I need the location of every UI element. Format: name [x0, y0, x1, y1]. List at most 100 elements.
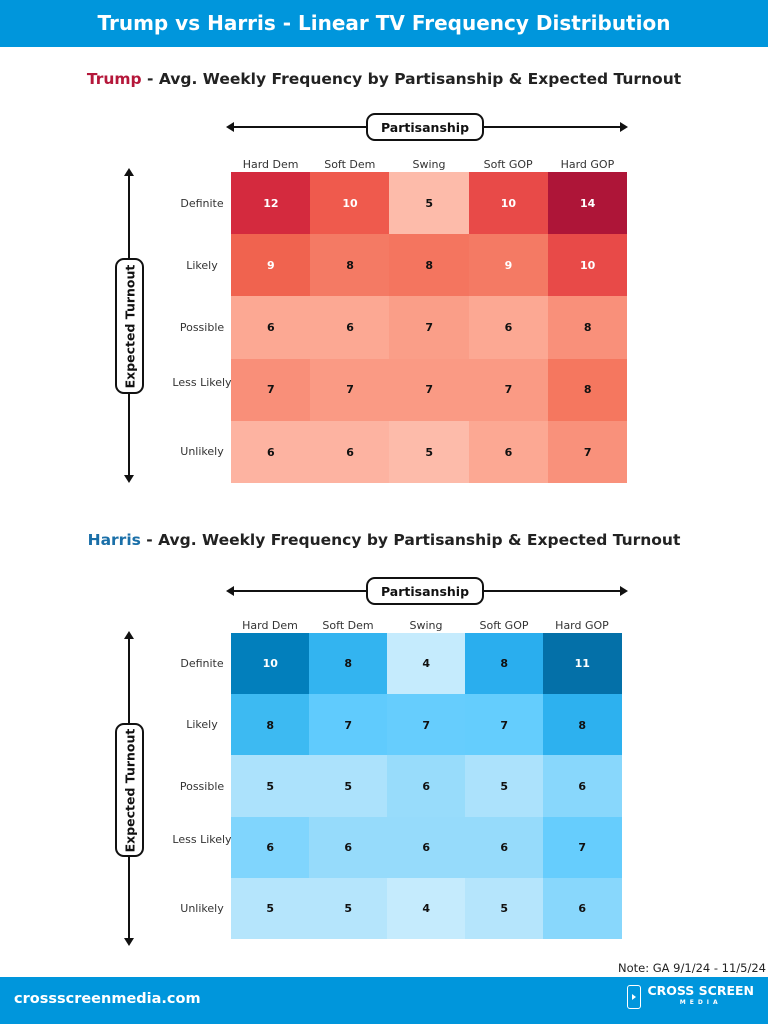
x-axis-label-text: Partisanship — [380, 119, 470, 135]
column-label: Hard GOP — [560, 158, 615, 171]
arrow-left-icon — [226, 122, 234, 132]
heatmap-cell: 11 — [543, 633, 622, 695]
heatmap-cell: 6 — [231, 420, 311, 484]
chart-title-rest: - Avg. Weekly Frequency by Partisanship … — [141, 70, 682, 88]
heatmap-cell: 8 — [543, 694, 622, 756]
heatmap-cell: 4 — [387, 877, 466, 940]
arrow-left-icon — [226, 586, 234, 596]
page-header: Trump vs Harris - Linear TV Frequency Di… — [0, 0, 768, 47]
x-axis-label-text: Partisanship — [380, 583, 470, 599]
x-axis-label: Partisanship — [366, 577, 484, 605]
heatmap-cell: 7 — [389, 358, 470, 422]
heatmap-cell: 5 — [465, 755, 544, 818]
row-label: Definite — [180, 196, 224, 210]
heatmap-cell: 6 — [543, 755, 622, 818]
heatmap-cell: 7 — [309, 694, 388, 756]
heatmap-cell: 8 — [547, 358, 628, 422]
heatmap-cell: 8 — [547, 296, 628, 360]
heatmap-cell: 5 — [231, 755, 310, 818]
arrow-right-icon — [620, 586, 628, 596]
site-link[interactable]: crossscreenmedia.com — [14, 991, 201, 1007]
heatmap-cell: 6 — [543, 877, 622, 940]
heatmap-cell: 5 — [389, 420, 470, 484]
date-note: Note: GA 9/1/24 - 11/5/24 — [618, 961, 766, 975]
heatmap-cell: 6 — [310, 296, 390, 360]
heatmap-cell: 7 — [387, 694, 466, 756]
row-label: Likely — [186, 718, 218, 732]
heatmap-cell: 4 — [387, 633, 466, 695]
chart-title-rest: - Avg. Weekly Frequency by Partisanship … — [140, 531, 681, 549]
heatmap-cell: 7 — [310, 358, 390, 422]
logo-sub-text: MEDIA — [679, 999, 722, 1006]
heatmap-cell: 6 — [310, 420, 390, 484]
column-label: Swing — [412, 158, 446, 171]
heatmap-cell: 8 — [310, 234, 390, 297]
page-title: Trump vs Harris - Linear TV Frequency Di… — [97, 11, 671, 35]
row-label: Likely — [186, 258, 218, 272]
y-axis-label: Expected Turnout — [115, 258, 144, 394]
arrow-right-icon — [620, 122, 628, 132]
y-axis-label-text: Expected Turnout — [122, 264, 137, 388]
heatmap-cell: 10 — [231, 633, 310, 695]
arrow-down-icon — [124, 475, 134, 483]
arrow-down-icon — [124, 938, 134, 946]
chart-title: Trump - Avg. Weekly Frequency by Partisa… — [0, 70, 768, 88]
heatmap-cell: 10 — [468, 172, 549, 235]
row-label: Possible — [179, 321, 225, 334]
heatmap-cell: 5 — [309, 877, 388, 940]
row-label: Unlikely — [180, 901, 224, 915]
heatmap-cell: 7 — [543, 816, 622, 879]
logo-main-text: CROSS SCREEN — [647, 983, 754, 998]
arrow-up-icon — [124, 168, 134, 176]
heatmap-cell: 14 — [547, 172, 628, 235]
footer: crossscreenmedia.com CROSS SCREEN MEDIA — [0, 977, 768, 1024]
y-axis-label: Expected Turnout — [115, 723, 144, 857]
heatmap-cell: 7 — [389, 296, 470, 360]
y-axis-label-text: Expected Turnout — [122, 728, 137, 852]
arrow-up-icon — [124, 631, 134, 639]
row-label: Possible — [179, 779, 225, 793]
heatmap-cell: 6 — [468, 420, 549, 484]
heatmap-cell: 5 — [465, 877, 544, 940]
heatmap-cell: 7 — [465, 694, 544, 756]
heatmap-cell: 6 — [231, 816, 310, 879]
column-label: Hard Dem — [242, 619, 298, 632]
heatmap-cell: 10 — [310, 172, 390, 235]
column-label: Hard Dem — [242, 158, 299, 171]
heatmap-cell: 5 — [389, 172, 470, 235]
column-label: Soft Dem — [322, 619, 374, 632]
heatmap-cell: 5 — [309, 755, 388, 818]
column-label: Soft GOP — [483, 158, 533, 171]
chart-title: Harris - Avg. Weekly Frequency by Partis… — [0, 531, 768, 549]
heatmap-cell: 12 — [231, 172, 311, 235]
heatmap-cell: 6 — [468, 296, 549, 360]
column-label: Soft GOP — [479, 619, 529, 632]
heatmap-cell: 8 — [465, 633, 544, 695]
row-label: Less Likely — [172, 375, 232, 389]
heatmap-cell: 9 — [468, 234, 549, 297]
chart-title-name: Harris — [87, 531, 141, 549]
heatmap-cell: 9 — [231, 234, 311, 297]
cross-screen-media-logo: CROSS SCREEN MEDIA — [627, 983, 754, 1009]
heatmap-cell: 10 — [547, 234, 628, 297]
column-label: Hard GOP — [555, 619, 609, 632]
row-label: Less Likely — [172, 833, 232, 847]
heatmap-cell: 5 — [231, 877, 310, 940]
heatmap-cell: 7 — [468, 358, 549, 422]
heatmap-cell: 6 — [387, 755, 466, 818]
heatmap-cell: 7 — [231, 358, 311, 422]
column-label: Swing — [409, 619, 443, 632]
heatmap-cell: 8 — [231, 694, 310, 756]
heatmap-cell: 7 — [547, 420, 628, 484]
heatmap-cell: 6 — [387, 816, 466, 879]
chart-title-name: Trump — [86, 70, 142, 88]
heatmap-cell: 8 — [389, 234, 470, 297]
tv-icon — [627, 985, 642, 1009]
heatmap-cell: 6 — [465, 816, 544, 879]
heatmap-cell: 8 — [309, 633, 388, 695]
row-label: Unlikely — [180, 445, 224, 459]
column-label: Soft Dem — [324, 158, 376, 171]
x-axis-label: Partisanship — [366, 113, 484, 141]
heatmap-cell: 6 — [309, 816, 388, 879]
row-label: Definite — [180, 657, 224, 671]
